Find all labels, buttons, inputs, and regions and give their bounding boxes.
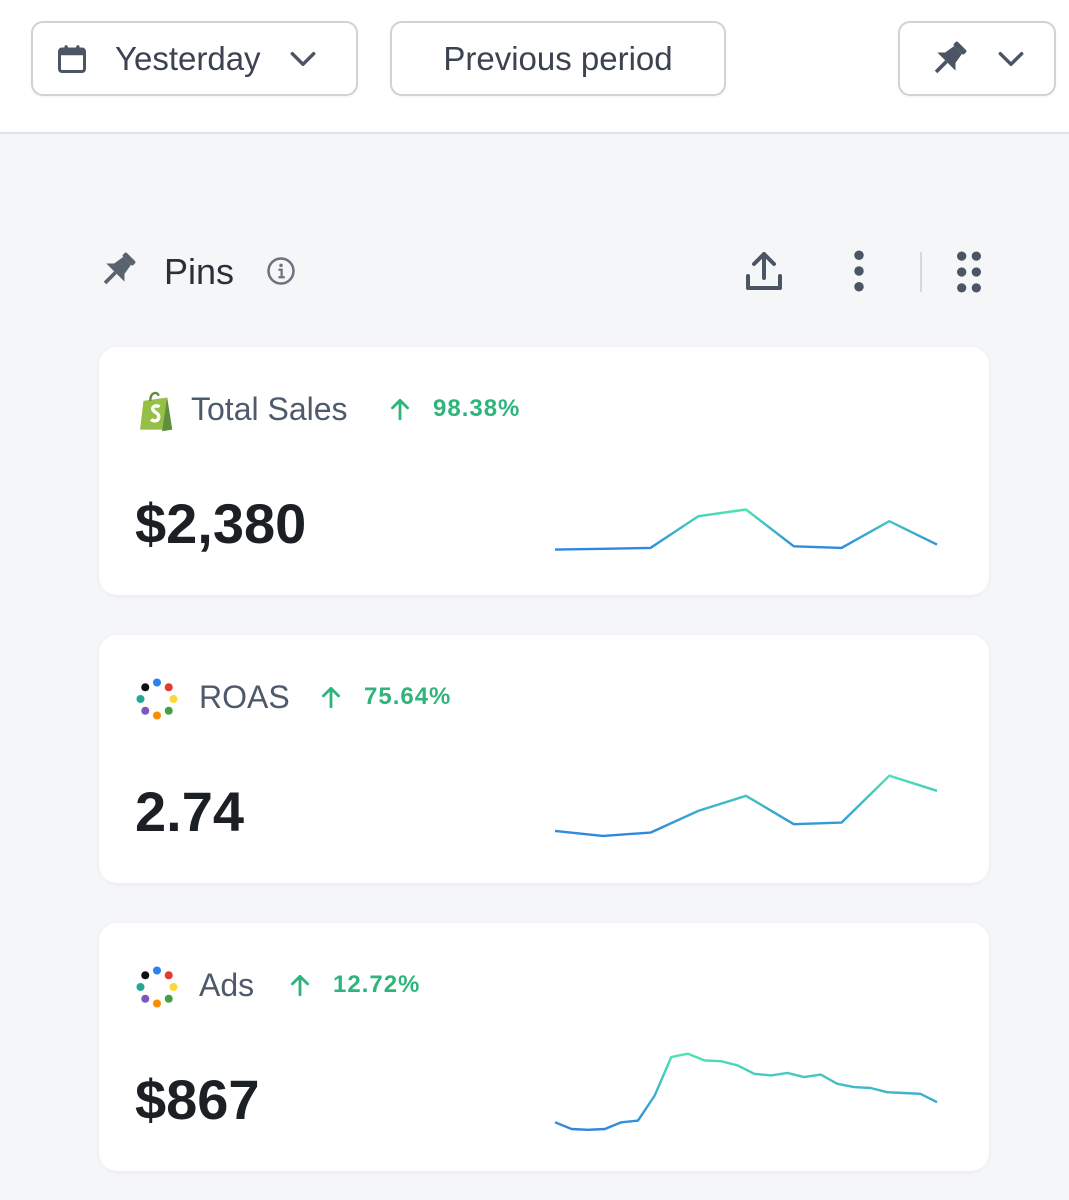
sparkline-series (554, 1052, 938, 1132)
more-options-icon[interactable] (848, 250, 870, 292)
date-range-dropdown[interactable]: Yesterday (31, 21, 358, 96)
arrow-up-icon (322, 686, 340, 709)
arrow-up-icon (291, 974, 309, 997)
share-icon[interactable] (740, 248, 788, 296)
sparkline-chart (554, 774, 938, 838)
change-badge: 12.72% (287, 971, 420, 999)
compare-period-button[interactable]: Previous period (390, 21, 726, 96)
metric-value: $2,380 (135, 492, 307, 555)
metric-label: ROAS (199, 679, 290, 715)
top-toolbar: Yesterday Previous period (0, 0, 1069, 134)
section-title: Pins (164, 251, 235, 292)
arrow-up-icon (391, 398, 409, 421)
shopify-icon (140, 391, 173, 432)
pin-icon (103, 252, 136, 285)
metric-value: 2.74 (135, 780, 244, 843)
info-icon[interactable] (266, 256, 296, 286)
toolbar-divider (920, 252, 922, 292)
calendar-icon (58, 44, 86, 73)
change-badge: 98.38% (387, 395, 520, 423)
metric-value: $867 (135, 1068, 260, 1131)
sparkline-series (554, 508, 938, 551)
drag-handle-icon[interactable] (954, 250, 984, 294)
metric-label: Ads (199, 967, 255, 1003)
sparkline-chart (554, 1052, 938, 1132)
date-range-label: Yesterday (115, 39, 261, 77)
chevron-down-icon (290, 51, 315, 66)
multicolor-dots-icon (136, 678, 178, 720)
metric-card-roas[interactable]: ROAS 75.64% 2.74 (99, 635, 989, 883)
pins-section-header: Pins (96, 246, 988, 298)
pin-icon (934, 41, 967, 73)
metric-label: Total Sales (191, 391, 348, 427)
sparkline-chart (554, 508, 938, 551)
change-percent: 75.64% (364, 683, 452, 710)
multicolor-dots-icon (136, 966, 178, 1008)
change-badge: 75.64% (318, 683, 451, 711)
change-percent: 98.38% (433, 395, 521, 422)
chevron-down-icon (998, 51, 1024, 66)
pin-dropdown[interactable] (898, 21, 1056, 96)
compare-period-label: Previous period (443, 39, 673, 77)
sparkline-series (554, 774, 938, 838)
change-percent: 12.72% (333, 971, 421, 998)
metric-card-ads[interactable]: Ads 12.72% $867 (99, 923, 989, 1171)
metric-card-total-sales[interactable]: Total Sales 98.38% $2,380 (99, 347, 989, 595)
